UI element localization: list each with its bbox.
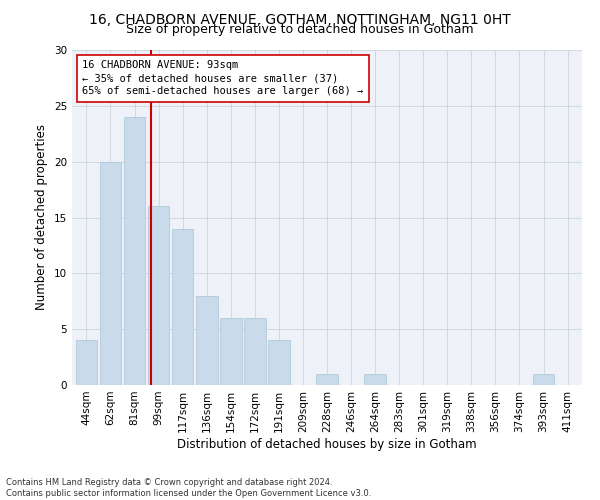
Bar xyxy=(172,228,193,385)
X-axis label: Distribution of detached houses by size in Gotham: Distribution of detached houses by size … xyxy=(177,438,477,450)
Bar xyxy=(244,318,266,385)
Bar xyxy=(76,340,97,385)
Text: Contains HM Land Registry data © Crown copyright and database right 2024.
Contai: Contains HM Land Registry data © Crown c… xyxy=(6,478,371,498)
Text: 16, CHADBORN AVENUE, GOTHAM, NOTTINGHAM, NG11 0HT: 16, CHADBORN AVENUE, GOTHAM, NOTTINGHAM,… xyxy=(89,12,511,26)
Bar xyxy=(148,206,169,385)
Bar xyxy=(316,374,338,385)
Text: 16 CHADBORN AVENUE: 93sqm
← 35% of detached houses are smaller (37)
65% of semi-: 16 CHADBORN AVENUE: 93sqm ← 35% of detac… xyxy=(82,60,364,96)
Bar xyxy=(268,340,290,385)
Bar xyxy=(220,318,242,385)
Bar xyxy=(100,162,121,385)
Bar xyxy=(533,374,554,385)
Y-axis label: Number of detached properties: Number of detached properties xyxy=(35,124,49,310)
Bar xyxy=(124,117,145,385)
Bar xyxy=(364,374,386,385)
Text: Size of property relative to detached houses in Gotham: Size of property relative to detached ho… xyxy=(126,22,474,36)
Bar xyxy=(196,296,218,385)
